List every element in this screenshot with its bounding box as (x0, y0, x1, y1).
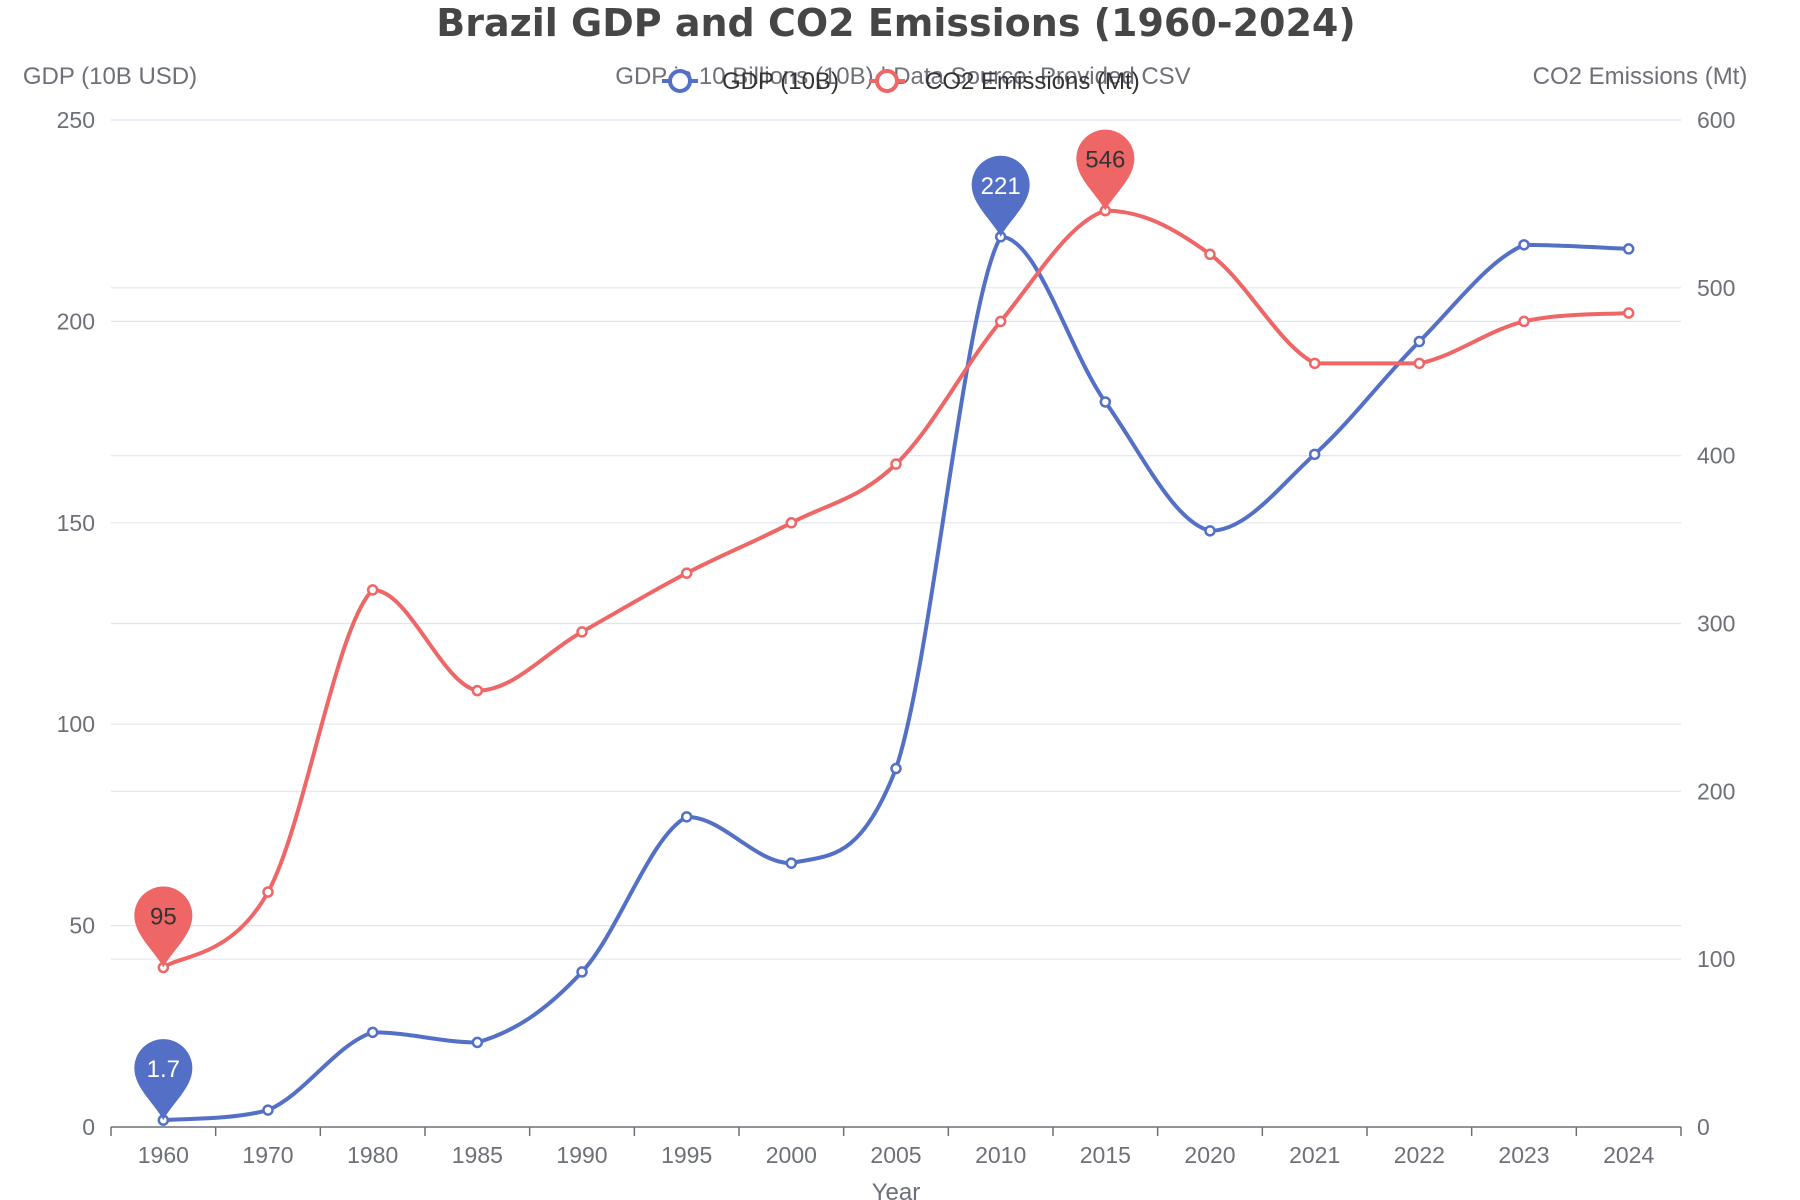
y-right-tick-label: 300 (1697, 611, 1735, 637)
data-point[interactable] (576, 626, 588, 638)
legend-circle-icon (668, 69, 692, 93)
x-tick-label: 2015 (1080, 1142, 1131, 1168)
data-point[interactable] (994, 315, 1007, 328)
data-point[interactable] (366, 584, 379, 596)
x-tick-label: 2005 (870, 1142, 921, 1168)
data-point[interactable] (1308, 357, 1321, 370)
y-right-tick-label: 400 (1697, 443, 1735, 469)
max-pin-gdp: 221 (971, 155, 1030, 237)
axis-layer: 0 50 100 150 200 250 0 100 200 300 400 500 600 1960 19… (57, 107, 1736, 1168)
x-tick-label: 2000 (766, 1142, 817, 1168)
data-point[interactable] (1204, 248, 1216, 261)
x-tick-label: 1995 (661, 1142, 712, 1168)
x-tick-label: 2021 (1289, 1142, 1340, 1168)
marker-pin-layer: 221 1.7 546 95 (134, 129, 1135, 1121)
x-tick-label: 1990 (556, 1142, 607, 1168)
series-layer (157, 204, 1635, 1126)
y-right-tick-label: 100 (1697, 946, 1735, 972)
max-pin-gdp-shape (971, 155, 1030, 237)
data-point[interactable] (471, 684, 484, 697)
min-pin-gdp: 1.7 (134, 1039, 193, 1121)
min-pin-gdp-label: 1.7 (147, 1056, 180, 1083)
data-point[interactable] (1622, 307, 1635, 319)
x-tick-label: 1960 (138, 1142, 189, 1168)
legend-item-co2[interactable]: CO2 Emissions (Mt) (869, 68, 1140, 95)
data-point[interactable] (1204, 525, 1216, 537)
y-left-tick-label: 200 (57, 308, 95, 334)
y-left-tick-label: 100 (57, 711, 95, 737)
data-point[interactable] (1413, 335, 1426, 348)
y-axis-left-title: GDP (10B USD) (23, 63, 197, 90)
y-left-tick-label: 0 (82, 1114, 95, 1140)
x-axis-title: Year (872, 1179, 921, 1200)
x-tick-label: 1985 (452, 1142, 503, 1168)
data-point[interactable] (680, 567, 693, 579)
data-point[interactable] (890, 762, 902, 775)
x-tick-label: 2020 (1184, 1142, 1235, 1168)
y-left-tick-label: 50 (69, 913, 95, 939)
series-line (163, 234, 1629, 1123)
legend-label: GDP (10B) (722, 68, 839, 95)
min-pin-co2-label: 95 (150, 904, 177, 931)
y-right-tick-label: 200 (1697, 778, 1735, 804)
legend-label: CO2 Emissions (Mt) (925, 68, 1140, 95)
data-point[interactable] (680, 811, 693, 823)
data-point[interactable] (1622, 243, 1635, 255)
x-tick-label: 1970 (242, 1142, 293, 1168)
x-tick-label: 1980 (347, 1142, 398, 1168)
data-point[interactable] (262, 886, 274, 898)
data-point[interactable] (262, 1104, 274, 1116)
y-axis-right-title: CO2 Emissions (Mt) (1533, 63, 1748, 90)
max-pin-co2: 546 (1076, 129, 1135, 211)
data-point[interactable] (471, 1036, 484, 1049)
data-point[interactable] (1413, 357, 1426, 370)
y-left-tick-label: 250 (57, 107, 95, 133)
legend[interactable]: GDP (10B) CO2 Emissions (Mt) (662, 68, 1140, 95)
series-line (162, 208, 1629, 970)
series-co2 (157, 204, 1635, 974)
chart-subtitle: GDP in 10 Billions (10B) | Data Source: … (615, 63, 1190, 90)
y-right-tick-label: 600 (1697, 107, 1735, 133)
chart-title: Brazil GDP and CO2 Emissions (1960-2024) (436, 1, 1355, 45)
legend-item-gdp[interactable]: GDP (10B) (662, 68, 839, 95)
data-point[interactable] (1099, 396, 1112, 408)
data-point[interactable] (366, 1026, 379, 1039)
max-pin-gdp-label: 221 (981, 173, 1021, 200)
x-tick-label: 2010 (975, 1142, 1026, 1168)
series-gdp (157, 231, 1635, 1126)
data-point[interactable] (576, 966, 588, 978)
data-point[interactable] (1308, 448, 1321, 461)
y-left-tick-label: 150 (57, 510, 95, 536)
x-tick-label: 2024 (1603, 1142, 1654, 1168)
data-point[interactable] (1518, 239, 1530, 251)
data-point[interactable] (785, 857, 798, 869)
legend-circle-icon (875, 69, 899, 93)
max-pin-co2-label: 546 (1085, 147, 1125, 174)
data-point[interactable] (1518, 315, 1530, 328)
y-right-tick-label: 0 (1697, 1114, 1710, 1140)
min-pin-gdp-shape (134, 1039, 193, 1121)
x-tick-label: 2022 (1394, 1142, 1445, 1168)
data-point[interactable] (785, 517, 798, 529)
x-tick-label: 2023 (1498, 1142, 1549, 1168)
grid-layer (111, 119, 1681, 960)
data-point[interactable] (890, 458, 902, 470)
min-pin-co2-shape (134, 886, 193, 968)
min-pin-co2: 95 (134, 886, 193, 968)
y-right-tick-label: 500 (1697, 275, 1735, 301)
max-pin-co2-shape (1076, 129, 1135, 211)
